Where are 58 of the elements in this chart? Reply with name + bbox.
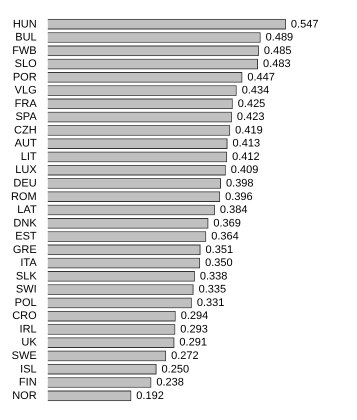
y-tick-label: UK (21, 336, 38, 349)
y-tick-label: HUN (12, 18, 37, 30)
data-label: 0.396 (225, 190, 253, 203)
data-label: 0.489 (266, 32, 294, 44)
y-tick-label: ITA (20, 257, 38, 270)
y-tick-label: NOR (12, 390, 37, 402)
y-tick-label: SLO (14, 58, 38, 70)
y-tick-label: FRA (14, 98, 38, 110)
data-label: 0.409 (230, 164, 258, 176)
y-tick-label: DNK (13, 217, 38, 230)
data-label: 0.483 (263, 58, 291, 70)
data-label: 0.369 (213, 217, 241, 230)
y-tick-label: LAT (17, 204, 37, 216)
data-label: 0.272 (171, 350, 199, 362)
data-label: 0.335 (198, 284, 226, 296)
y-tick-label: CZH (14, 124, 37, 136)
data-label: 0.294 (180, 310, 208, 322)
y-tick-label: DEU (13, 177, 37, 190)
y-tick-label: LIT (20, 150, 37, 163)
data-label: 0.238 (156, 376, 184, 389)
data-label: 0.434 (242, 84, 270, 97)
data-label: 0.384 (220, 204, 248, 216)
data-label: 0.419 (235, 124, 263, 136)
y-tick-label: AUT (14, 138, 37, 150)
data-label: 0.425 (238, 98, 266, 110)
data-label: 0.413 (232, 138, 260, 150)
data-label: 0.192 (136, 390, 164, 402)
y-tick-label: ROM (10, 190, 37, 203)
data-label: 0.423 (236, 111, 264, 124)
data-label: 0.351 (206, 244, 234, 256)
y-tick-label: FIN (18, 376, 37, 389)
y-tick-label: POR (12, 71, 37, 84)
y-tick-label: SWI (16, 284, 37, 296)
data-label: 0.364 (211, 230, 239, 243)
y-tick-label: CRO (12, 310, 38, 322)
data-label: 0.331 (196, 296, 224, 309)
data-label: 0.350 (205, 257, 233, 270)
data-label: 0.412 (232, 150, 260, 163)
y-tick-label: FWB (12, 44, 37, 57)
y-tick-label: GRE (12, 244, 37, 256)
y-tick-label: BUL (15, 32, 37, 44)
y-tick-label: SLK (16, 270, 38, 282)
y-tick-label: POL (14, 296, 37, 309)
data-label: 0.338 (200, 270, 228, 282)
y-tick-label: LUX (15, 164, 38, 176)
y-tick-label: IRL (20, 323, 37, 336)
y-tick-label: ISL (20, 363, 37, 376)
y-tick-label: SPA (15, 111, 38, 124)
data-label: 0.250 (162, 363, 190, 376)
y-tick-label: EST (15, 230, 37, 243)
data-label: 0.398 (226, 177, 254, 190)
data-label: 0.293 (180, 323, 208, 336)
data-label: 0.291 (179, 336, 207, 349)
data-label: 0.547 (290, 18, 318, 30)
data-label: 0.447 (247, 71, 275, 84)
y-tick-label: VLG (14, 84, 37, 97)
data-label: 0.485 (264, 44, 292, 57)
y-tick-label: SWE (12, 350, 37, 362)
